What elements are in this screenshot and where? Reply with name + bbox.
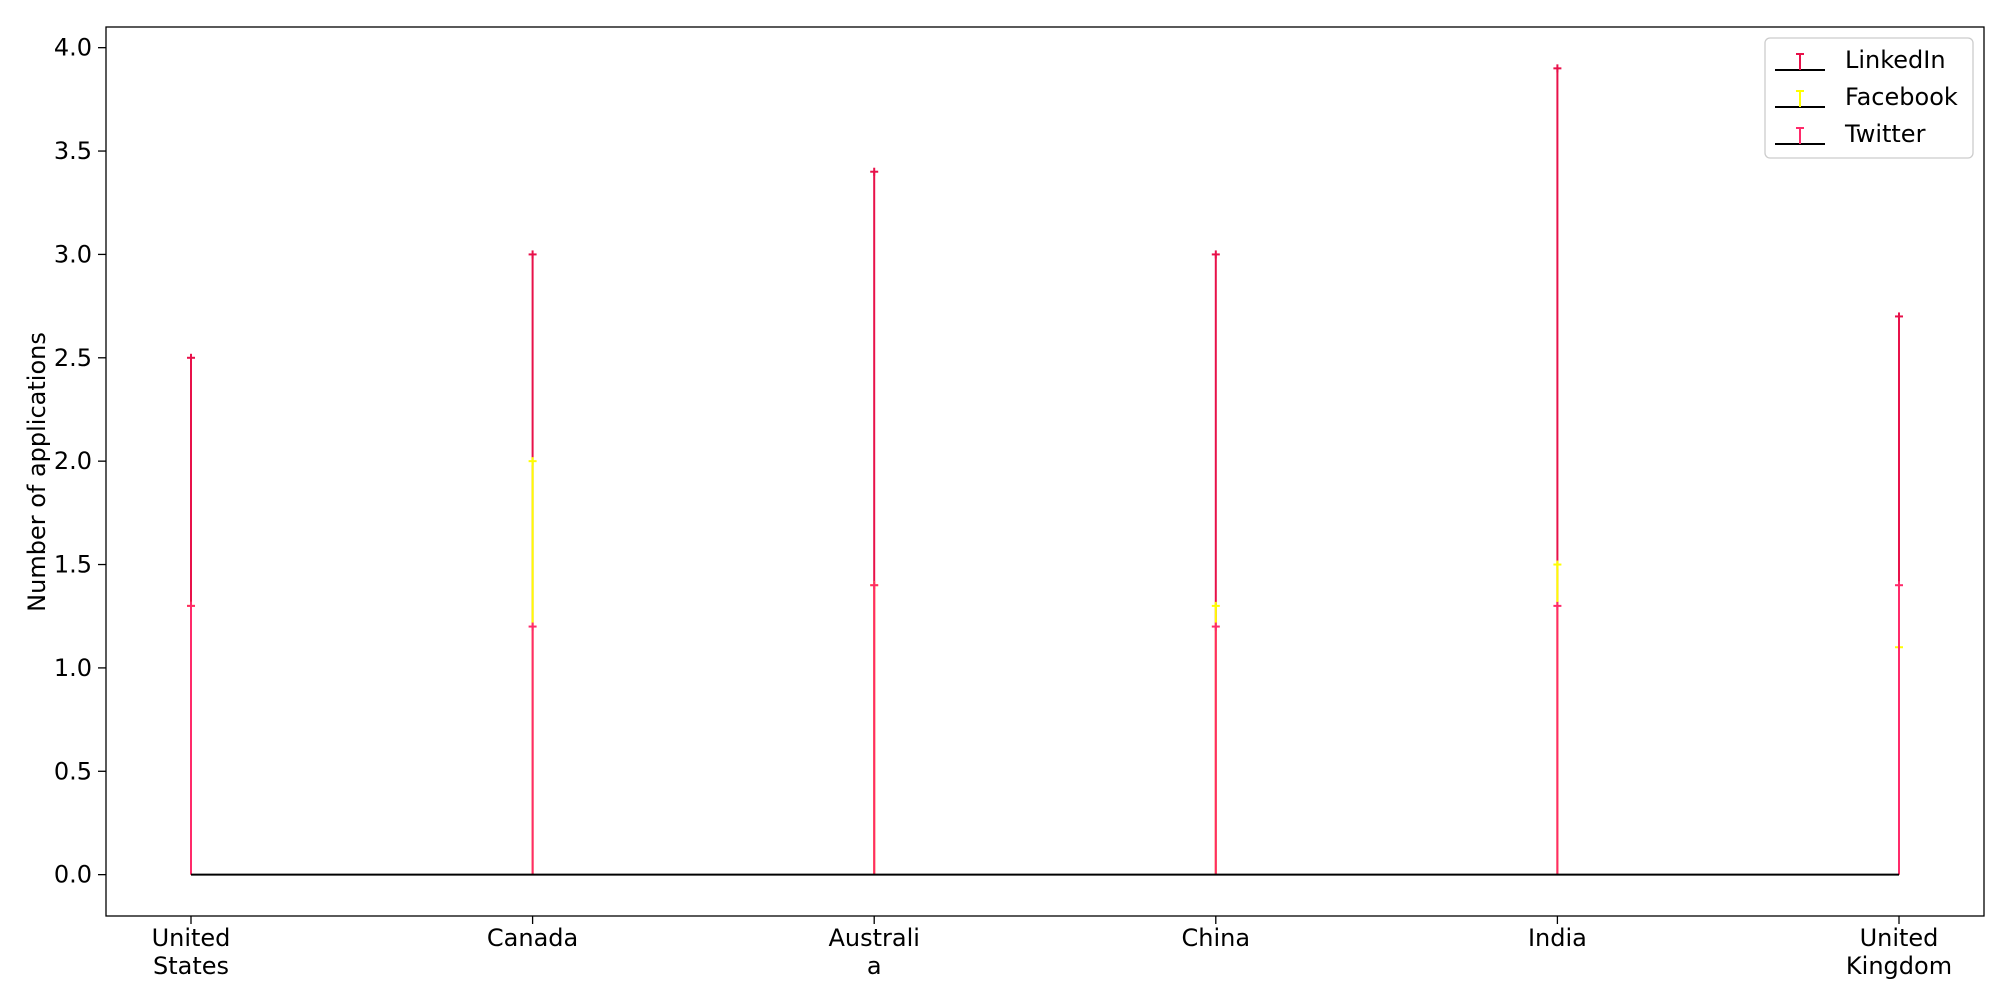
x-tick-label: India bbox=[1528, 924, 1587, 952]
legend-item-linkedin: LinkedIn bbox=[1775, 46, 1946, 74]
y-tick-label: 1.5 bbox=[54, 551, 92, 579]
x-tick-label: United bbox=[152, 924, 231, 952]
stem-marker-twitter bbox=[1553, 601, 1562, 610]
x-tick-label: Canada bbox=[487, 924, 578, 952]
y-tick-label: 0.5 bbox=[54, 757, 92, 785]
stem-marker-linkedin bbox=[1211, 250, 1220, 259]
legend-box bbox=[1764, 37, 1974, 159]
y-axis-title: Number of applications bbox=[23, 332, 51, 612]
legend-label: Twitter bbox=[1844, 120, 1926, 148]
x-tick-label: Australi bbox=[828, 924, 919, 952]
stem-marker-facebook bbox=[528, 457, 537, 466]
plot-frame bbox=[105, 26, 1985, 917]
stem-series bbox=[187, 64, 1903, 876]
y-tick-label: 0.0 bbox=[54, 861, 92, 889]
x-tick-label: States bbox=[153, 952, 229, 980]
y-tick-label: 2.5 bbox=[54, 344, 92, 372]
x-tick-label: China bbox=[1182, 924, 1251, 952]
y-tick-label: 2.0 bbox=[54, 447, 92, 475]
plot-background bbox=[106, 27, 1984, 916]
legend-item-twitter: Twitter bbox=[1775, 120, 1926, 148]
stem-marker-twitter bbox=[870, 581, 879, 590]
stem-marker-facebook bbox=[1553, 560, 1562, 569]
stem-marker-twitter bbox=[528, 622, 537, 631]
y-axis-ticks: 0.0 0.5 1.0 1.5 2.0 2.5 3.0 3.5 4.0 bbox=[54, 34, 106, 889]
legend: LinkedIn Facebook Twitter bbox=[1764, 37, 1974, 159]
stem-marker-twitter bbox=[1895, 581, 1903, 590]
y-tick-label: 3.0 bbox=[54, 240, 92, 268]
x-tick-label: United bbox=[1860, 924, 1939, 952]
stem-marker-linkedin bbox=[187, 353, 195, 362]
legend-label: LinkedIn bbox=[1845, 46, 1946, 74]
stem-marker-twitter bbox=[187, 601, 195, 610]
legend-item-facebook: Facebook bbox=[1775, 83, 1958, 111]
y-tick-label: 4.0 bbox=[54, 34, 92, 62]
stem-marker-facebook bbox=[1211, 601, 1220, 610]
stem-marker-linkedin bbox=[870, 167, 879, 176]
x-tick-label: Kingdom bbox=[1846, 952, 1952, 980]
stem-marker-linkedin bbox=[1553, 64, 1562, 73]
stem-marker-linkedin bbox=[1895, 312, 1903, 321]
x-tick-label: a bbox=[867, 952, 882, 980]
stem-marker-twitter bbox=[1211, 622, 1220, 631]
y-tick-label: 1.0 bbox=[54, 654, 92, 682]
y-tick-label: 3.5 bbox=[54, 137, 92, 165]
stem-marker-linkedin bbox=[528, 250, 537, 259]
legend-label: Facebook bbox=[1845, 83, 1958, 111]
